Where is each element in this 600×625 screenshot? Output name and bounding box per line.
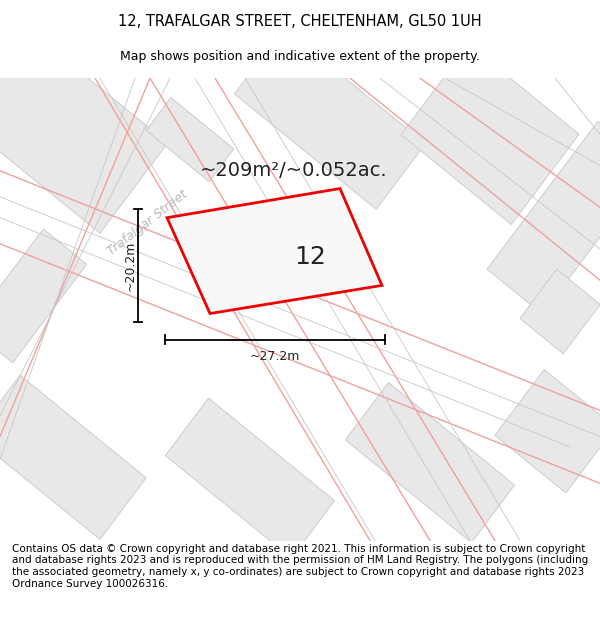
Polygon shape <box>401 44 579 224</box>
Polygon shape <box>166 398 335 558</box>
Text: Trafalgar Street: Trafalgar Street <box>106 188 191 258</box>
Polygon shape <box>495 369 600 493</box>
Polygon shape <box>235 28 425 209</box>
Polygon shape <box>520 269 600 354</box>
Polygon shape <box>0 229 86 362</box>
Text: ~20.2m: ~20.2m <box>124 241 137 291</box>
Text: Contains OS data © Crown copyright and database right 2021. This information is : Contains OS data © Crown copyright and d… <box>12 544 588 589</box>
Text: ~209m²/~0.052ac.: ~209m²/~0.052ac. <box>200 161 388 181</box>
Polygon shape <box>0 14 167 233</box>
Polygon shape <box>487 121 600 314</box>
Polygon shape <box>167 189 382 314</box>
Polygon shape <box>0 375 146 539</box>
Text: 12, TRAFALGAR STREET, CHELTENHAM, GL50 1UH: 12, TRAFALGAR STREET, CHELTENHAM, GL50 1… <box>118 14 482 29</box>
Polygon shape <box>346 382 515 542</box>
Polygon shape <box>146 98 234 182</box>
Text: 12: 12 <box>294 245 326 269</box>
Text: Map shows position and indicative extent of the property.: Map shows position and indicative extent… <box>120 50 480 62</box>
Text: ~27.2m: ~27.2m <box>250 350 300 362</box>
